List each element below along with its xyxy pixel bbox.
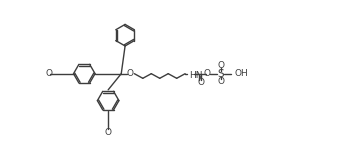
- Text: O: O: [217, 61, 224, 71]
- Text: O: O: [217, 77, 224, 86]
- Text: O: O: [127, 69, 134, 78]
- Text: O: O: [46, 69, 53, 78]
- Text: HN: HN: [189, 71, 203, 80]
- Text: O: O: [197, 78, 204, 87]
- Text: OH: OH: [235, 69, 248, 78]
- Text: O: O: [105, 128, 112, 137]
- Text: S: S: [217, 69, 224, 79]
- Text: O: O: [204, 69, 211, 78]
